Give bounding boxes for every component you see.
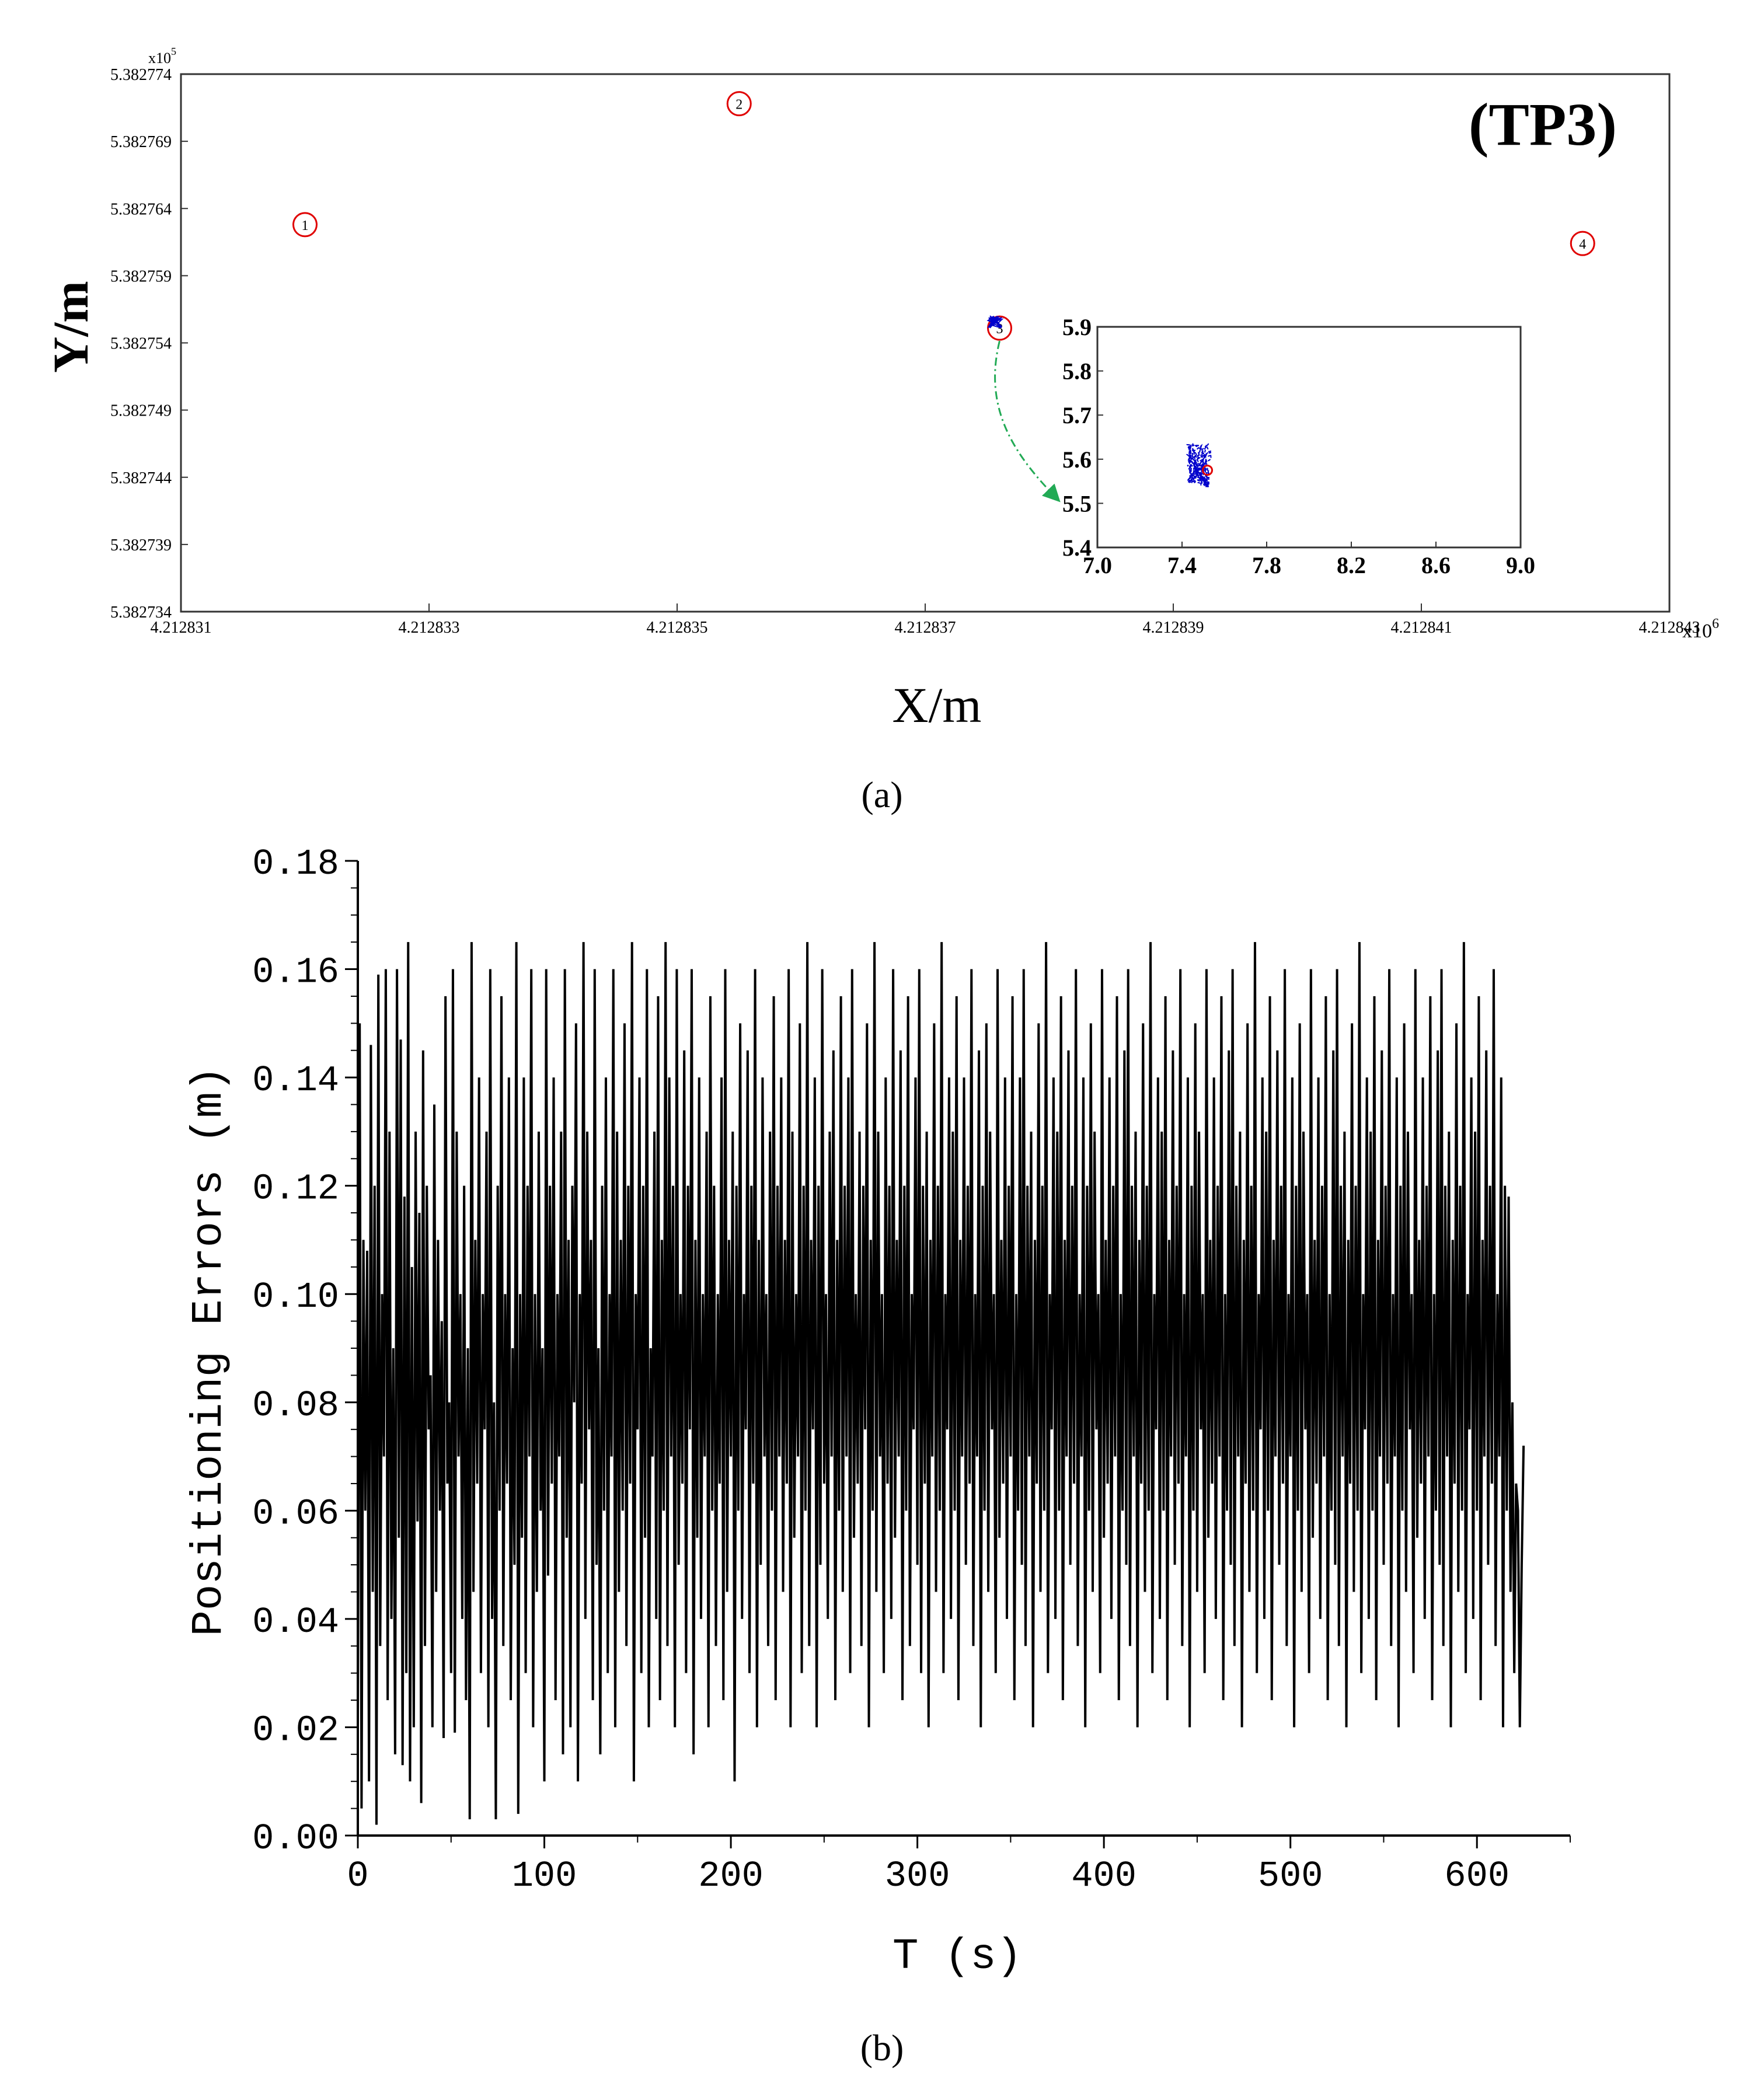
y-tick-label: 0.18 [252,843,339,885]
inset-x-tick-label: 7.0 [1083,552,1112,578]
y-tick-label: 0.00 [252,1818,339,1859]
x-tick-label: 4.212835 [647,619,708,637]
inset-x-tick-label: 8.2 [1337,552,1366,578]
x-tick-label: 4.212843 [1639,619,1700,637]
inset-true-point [1202,465,1213,476]
anchor-label: 1 [302,218,309,233]
inset-estimate-trace [1186,443,1212,488]
panel-b-y-ticks: 0.00 0.02 0.04 0.06 0.08 0.10 0.12 0.14 0.16 0.18 [252,843,358,1859]
y-tick-label: 0.02 [252,1709,339,1751]
inset-x-tick-label: 7.4 [1167,552,1197,578]
zoom-arrow [994,340,1061,503]
inset-x-tick-label: 7.8 [1252,552,1281,578]
x-tick-label: 4.212841 [1391,619,1452,637]
anchor-marker: 2 [726,91,752,117]
panel-a: 5.382734 5.382739 5.382744 5.382749 5.382754… [43,46,1719,815]
y-tick-label: 5.382764 [110,200,172,218]
anchor-circle [1570,231,1595,256]
x-tick-label: 4.212837 [895,619,956,637]
inset-y-tick-label: 5.8 [1062,358,1092,385]
x-tick-label: 200 [698,1855,764,1897]
x-tick-label: 0 [347,1855,368,1897]
x-tick-label: 4.212833 [399,619,460,637]
anchor-label: 2 [735,97,742,113]
anchor-circle [292,212,318,238]
x-tick-label: 500 [1258,1855,1323,1897]
anchor-marker: 4 [1570,231,1595,256]
panel-a-y-label: Y/m [43,281,99,373]
panel-a-y-multiplier: x105 [148,46,176,67]
panel-b-y-label: Positioning Errors (m) [185,1066,234,1637]
panel-b-x-label: T (s) [893,1932,1022,1981]
inset-frame [1096,326,1522,549]
y-tick-label: 0.08 [252,1385,339,1426]
x-tick-label: 4.212839 [1143,619,1204,637]
inset-y-tick-label: 5.4 [1062,535,1092,561]
panel-a-title: (TP3) [1469,91,1617,158]
panel-a-x-multiplier: x106 [1682,616,1719,642]
inset-x-tick-label: 8.6 [1421,552,1451,578]
inset-y-ticks: 5.4 5.5 5.6 5.7 5.8 5.9 [1062,314,1103,561]
panel-b-x-ticks: 0 100 200 300 400 500 600 [347,1836,1571,1897]
y-tick-label: 0.14 [252,1060,339,1101]
y-tick-label: 0.12 [252,1168,339,1210]
inset-y-tick-label: 5.7 [1062,402,1092,428]
y-tick-label: 0.16 [252,952,339,993]
x-tick-label: 600 [1444,1855,1509,1897]
y-tick-label: 5.382744 [110,469,172,487]
anchor-marker: 1 [292,212,318,238]
x-tick-label: 100 [512,1855,577,1897]
anchor-label: 4 [1579,237,1586,252]
panel-a-y-ticks: 5.382734 5.382739 5.382744 5.382749 5.382754… [110,66,188,622]
y-tick-label: 5.382739 [110,536,172,554]
inset-estimate-scatter [1186,443,1212,488]
y-tick-label: 0.04 [252,1602,339,1643]
y-tick-label: 5.382754 [110,335,172,353]
x-tick-label: 4.212831 [151,619,212,637]
panel-a-label: (a) [861,774,902,815]
inset-x-ticks: 7.0 7.4 7.8 8.2 8.6 9.0 [1083,542,1535,578]
inset-x-tick-label: 9.0 [1506,552,1535,578]
estimate-cluster [986,315,1004,329]
inset-y-tick-label: 5.9 [1062,314,1092,340]
x-tick-label: 300 [885,1855,950,1897]
panel-a-x-label: X/m [893,677,982,733]
inset-y-tick-label: 5.5 [1062,490,1092,517]
inset-plot: 5.4 5.5 5.6 5.7 5.8 5.9 7.0 7.4 7.8 8.2 8.6 9.0 [1062,314,1535,578]
y-tick-label: 5.382759 [110,267,172,285]
y-tick-label: 5.382769 [110,133,172,151]
y-tick-label: 5.382749 [110,402,172,420]
x-tick-label: 400 [1071,1855,1137,1897]
positioning-error-series [357,942,1525,1825]
y-tick-label: 0.10 [252,1276,339,1318]
y-tick-label: 5.382734 [110,603,172,622]
panel-b-label: (b) [860,2027,904,2068]
panel-b: 0.00 0.02 0.04 0.06 0.08 0.10 0.12 0.14 0.16 0.18… [185,843,1571,2068]
inset-y-tick-label: 5.6 [1062,446,1092,473]
anchor-circle [726,91,752,117]
panel-a-x-ticks: 4.212831 4.212833 4.212835 4.212837 4.212839… [151,603,1700,637]
estimate-trace [986,315,1004,329]
y-tick-label: 5.382774 [110,66,172,84]
y-tick-label: 0.06 [252,1493,339,1534]
